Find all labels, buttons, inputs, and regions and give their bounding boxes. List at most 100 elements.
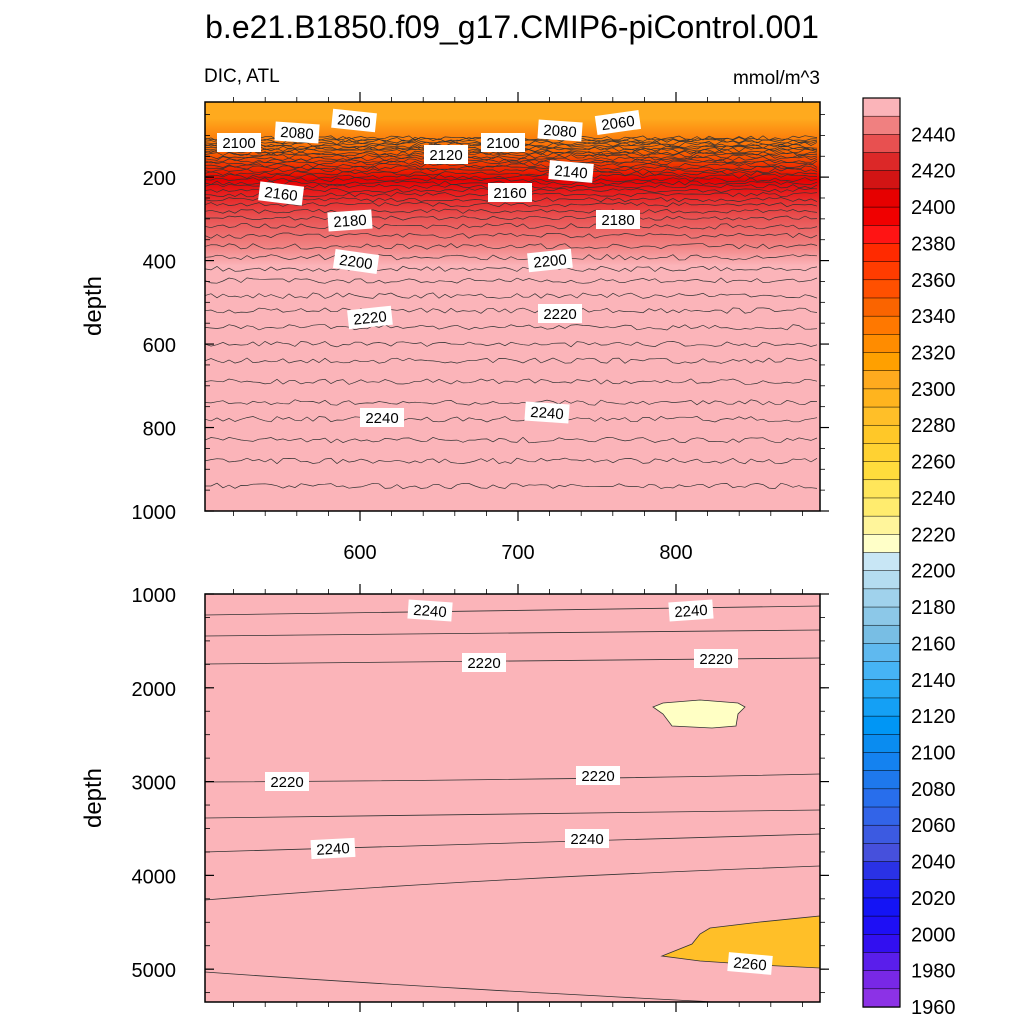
contour-label-text: 2220 bbox=[467, 655, 500, 672]
contour-label-box bbox=[596, 210, 640, 229]
contour-label: 2160 bbox=[488, 183, 532, 202]
contour-label-box bbox=[347, 305, 393, 330]
lower-contour-labels: 2240 2240 2220 2220 2220 2220 2240 2240 2260 bbox=[265, 599, 773, 975]
colorbar-label: 1980 bbox=[911, 961, 956, 983]
colorbar-label: 2040 bbox=[911, 852, 956, 874]
x-tick-label: 700 bbox=[501, 542, 534, 564]
y-tick-label: 1000 bbox=[132, 585, 177, 607]
contour-line bbox=[204, 277, 818, 284]
contour-label-box bbox=[576, 766, 620, 785]
contour-label-box bbox=[668, 599, 714, 622]
contour-label: 2180 bbox=[596, 210, 640, 229]
contour-label-text: 2220 bbox=[581, 768, 614, 785]
contour-line bbox=[204, 165, 818, 171]
contour-line bbox=[204, 167, 818, 173]
colorbar-box bbox=[862, 115, 901, 136]
y-tick-label: 5000 bbox=[132, 960, 177, 982]
contour-label-box bbox=[548, 160, 594, 183]
contour-line bbox=[204, 208, 818, 214]
contour-label-box bbox=[727, 952, 773, 975]
contour-line bbox=[204, 307, 818, 314]
colorbar-box bbox=[862, 970, 901, 990]
contour-label-box bbox=[527, 248, 573, 273]
contour-label: 2120 bbox=[424, 145, 468, 164]
contour-label-box bbox=[407, 599, 453, 622]
contour-line bbox=[204, 177, 818, 183]
contour-label: 2180 bbox=[327, 209, 373, 232]
contour-label-text: 2100 bbox=[486, 135, 519, 152]
contour-label-text: 2080 bbox=[280, 124, 314, 143]
contour-line bbox=[204, 971, 715, 1003]
contour-label-box bbox=[265, 772, 309, 791]
lower-panel-frame bbox=[204, 593, 821, 1003]
contour-label-box bbox=[217, 133, 261, 152]
y-tick-label: 600 bbox=[143, 335, 176, 357]
contour-label-box bbox=[481, 133, 525, 152]
colorbar-box bbox=[862, 297, 901, 317]
colorbar-label: 2360 bbox=[911, 270, 956, 292]
colorbar-box bbox=[862, 243, 901, 263]
colorbar-box bbox=[862, 915, 901, 935]
colorbar-box bbox=[862, 697, 901, 717]
contour-label: 2220 bbox=[576, 766, 620, 785]
colorbar-box bbox=[862, 806, 901, 826]
colorbar-box bbox=[862, 588, 901, 608]
colorbar-box bbox=[862, 315, 901, 335]
contour-label-text: 2140 bbox=[554, 163, 589, 183]
colorbar-label: 1960 bbox=[911, 997, 956, 1019]
colorbar-label: 2300 bbox=[911, 379, 956, 401]
contour-label-text: 2240 bbox=[316, 840, 350, 859]
contour-line bbox=[205, 482, 818, 490]
contour-label: 2220 bbox=[462, 653, 506, 672]
upper-contour-labels: 2060 2080 2100 2120 2100 2080 2060 2140 2160 2160… bbox=[217, 108, 642, 427]
colorbar-box bbox=[862, 770, 901, 790]
y-tick-label: 3000 bbox=[132, 773, 177, 795]
colorbar-box bbox=[862, 170, 901, 190]
contour-label-text: 2220 bbox=[699, 651, 732, 668]
colorbar-label: 2060 bbox=[911, 815, 956, 837]
contour-label: 2240 bbox=[407, 599, 453, 622]
contour-label: 2140 bbox=[548, 160, 594, 183]
colorbar-box bbox=[862, 352, 901, 372]
x-tick-label: 600 bbox=[343, 542, 376, 564]
contour-label-box bbox=[537, 119, 583, 142]
y-tick-label: 200 bbox=[143, 168, 176, 190]
colorbar-box bbox=[862, 897, 901, 917]
low-value-pocket bbox=[652, 699, 746, 729]
colorbar-label: 2200 bbox=[911, 561, 956, 583]
contour-label-box bbox=[360, 408, 404, 427]
units-label: mmol/m^3 bbox=[733, 68, 820, 89]
contour-label-text: 2200 bbox=[533, 251, 568, 271]
colorbar-box bbox=[862, 206, 901, 226]
colorbar-box bbox=[862, 643, 901, 663]
lower-y-axis-title: depth bbox=[80, 768, 107, 828]
upper-y-axis-title: depth bbox=[80, 276, 107, 336]
colorbar-label: 2160 bbox=[911, 633, 956, 655]
colorbar-box bbox=[862, 988, 901, 1008]
colorbar-box bbox=[862, 861, 901, 881]
contour-line bbox=[204, 324, 818, 331]
contour-label: 2240 bbox=[565, 829, 609, 848]
contour-line bbox=[204, 163, 818, 169]
colorbar-box bbox=[862, 734, 901, 754]
upper-y-axis: 200 400 600 800 1000 bbox=[132, 114, 829, 524]
colorbar-label: 2140 bbox=[911, 670, 956, 692]
colorbar-label: 2080 bbox=[911, 779, 956, 801]
contour-line bbox=[204, 457, 818, 465]
contour-label-text: 2220 bbox=[353, 308, 388, 328]
colorbar-box bbox=[862, 461, 901, 481]
contour-label-text: 2240 bbox=[530, 404, 564, 423]
colorbar-box bbox=[862, 261, 901, 281]
colorbar-label: 2180 bbox=[911, 597, 956, 619]
contour-label: 2240 bbox=[668, 599, 714, 622]
colorbar: 2440 2420 2400 2380 2360 2340 2320 2300 2280 2260… bbox=[862, 97, 956, 1019]
lower-x-axis bbox=[233, 584, 803, 1012]
colorbar-box bbox=[862, 406, 901, 426]
colorbar-box bbox=[862, 152, 901, 172]
colorbar-box bbox=[862, 934, 901, 954]
colorbar-box bbox=[862, 952, 901, 972]
contour-line bbox=[204, 265, 818, 272]
colorbar-boxes bbox=[862, 97, 901, 1008]
contour-label-box bbox=[331, 108, 377, 133]
